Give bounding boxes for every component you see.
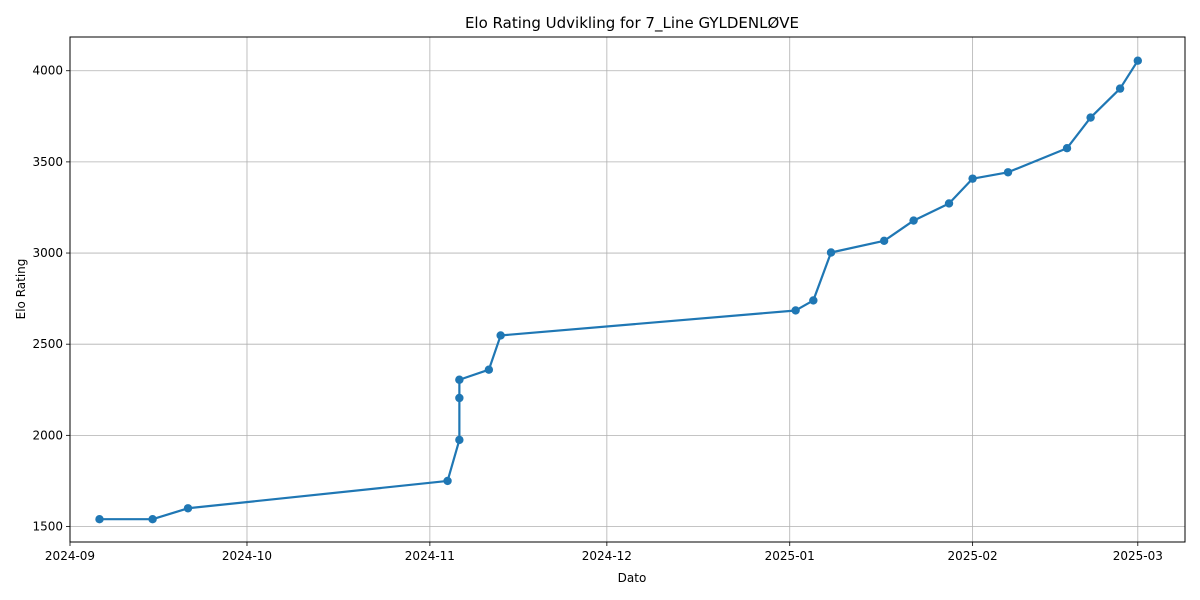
y-axis: 1500 2000 2500 3000 3500 4000 bbox=[32, 64, 70, 534]
plot-area-frame bbox=[69, 36, 1186, 543]
data-point bbox=[1003, 168, 1013, 177]
data-point bbox=[455, 375, 464, 384]
x-tick-label: 2024-10 bbox=[222, 549, 272, 563]
data-point bbox=[909, 216, 918, 225]
x-tick-label: 2024-09 bbox=[45, 549, 95, 563]
data-point bbox=[826, 248, 836, 257]
x-axis-label: Dato bbox=[618, 571, 647, 585]
y-tick-label: 1500 bbox=[32, 520, 63, 534]
y-tick-label: 4000 bbox=[32, 64, 63, 78]
x-tick-label: 2025-02 bbox=[948, 549, 998, 563]
series-group bbox=[95, 56, 1143, 524]
data-point bbox=[443, 476, 452, 486]
data-point bbox=[1086, 113, 1095, 122]
y-tick-label: 2000 bbox=[32, 428, 63, 442]
series-line bbox=[99, 60, 1139, 521]
y-axis-label: Elo Rating bbox=[14, 259, 28, 320]
data-point bbox=[95, 515, 104, 524]
grid bbox=[69, 37, 1185, 542]
data-point bbox=[455, 435, 464, 445]
x-tick-label: 2024-12 bbox=[582, 549, 632, 563]
data-point bbox=[944, 199, 954, 208]
data-point bbox=[968, 174, 977, 183]
x-tick-label: 2025-03 bbox=[1113, 549, 1163, 563]
data-point bbox=[1133, 56, 1143, 65]
x-axis: 2024-09 2024-10 2024-11 2024-12 2025-01 2025-… bbox=[45, 542, 1163, 563]
data-point bbox=[148, 515, 157, 524]
y-tick-label: 2500 bbox=[32, 337, 63, 351]
data-point bbox=[496, 331, 505, 340]
data-point bbox=[183, 504, 193, 513]
data-point bbox=[879, 236, 889, 246]
data-point bbox=[809, 296, 818, 305]
x-tick-label: 2024-11 bbox=[405, 549, 455, 563]
data-point bbox=[1115, 84, 1125, 93]
y-tick-label: 3000 bbox=[32, 246, 63, 260]
data-point bbox=[791, 306, 800, 315]
data-point bbox=[455, 393, 464, 403]
x-tick-label: 2025-01 bbox=[765, 549, 815, 563]
y-tick-label: 3500 bbox=[32, 155, 63, 169]
chart-title: Elo Rating Udvikling for 7_Line GYLDENLØ… bbox=[465, 14, 799, 33]
data-point bbox=[1062, 144, 1072, 153]
data-point bbox=[484, 365, 494, 374]
